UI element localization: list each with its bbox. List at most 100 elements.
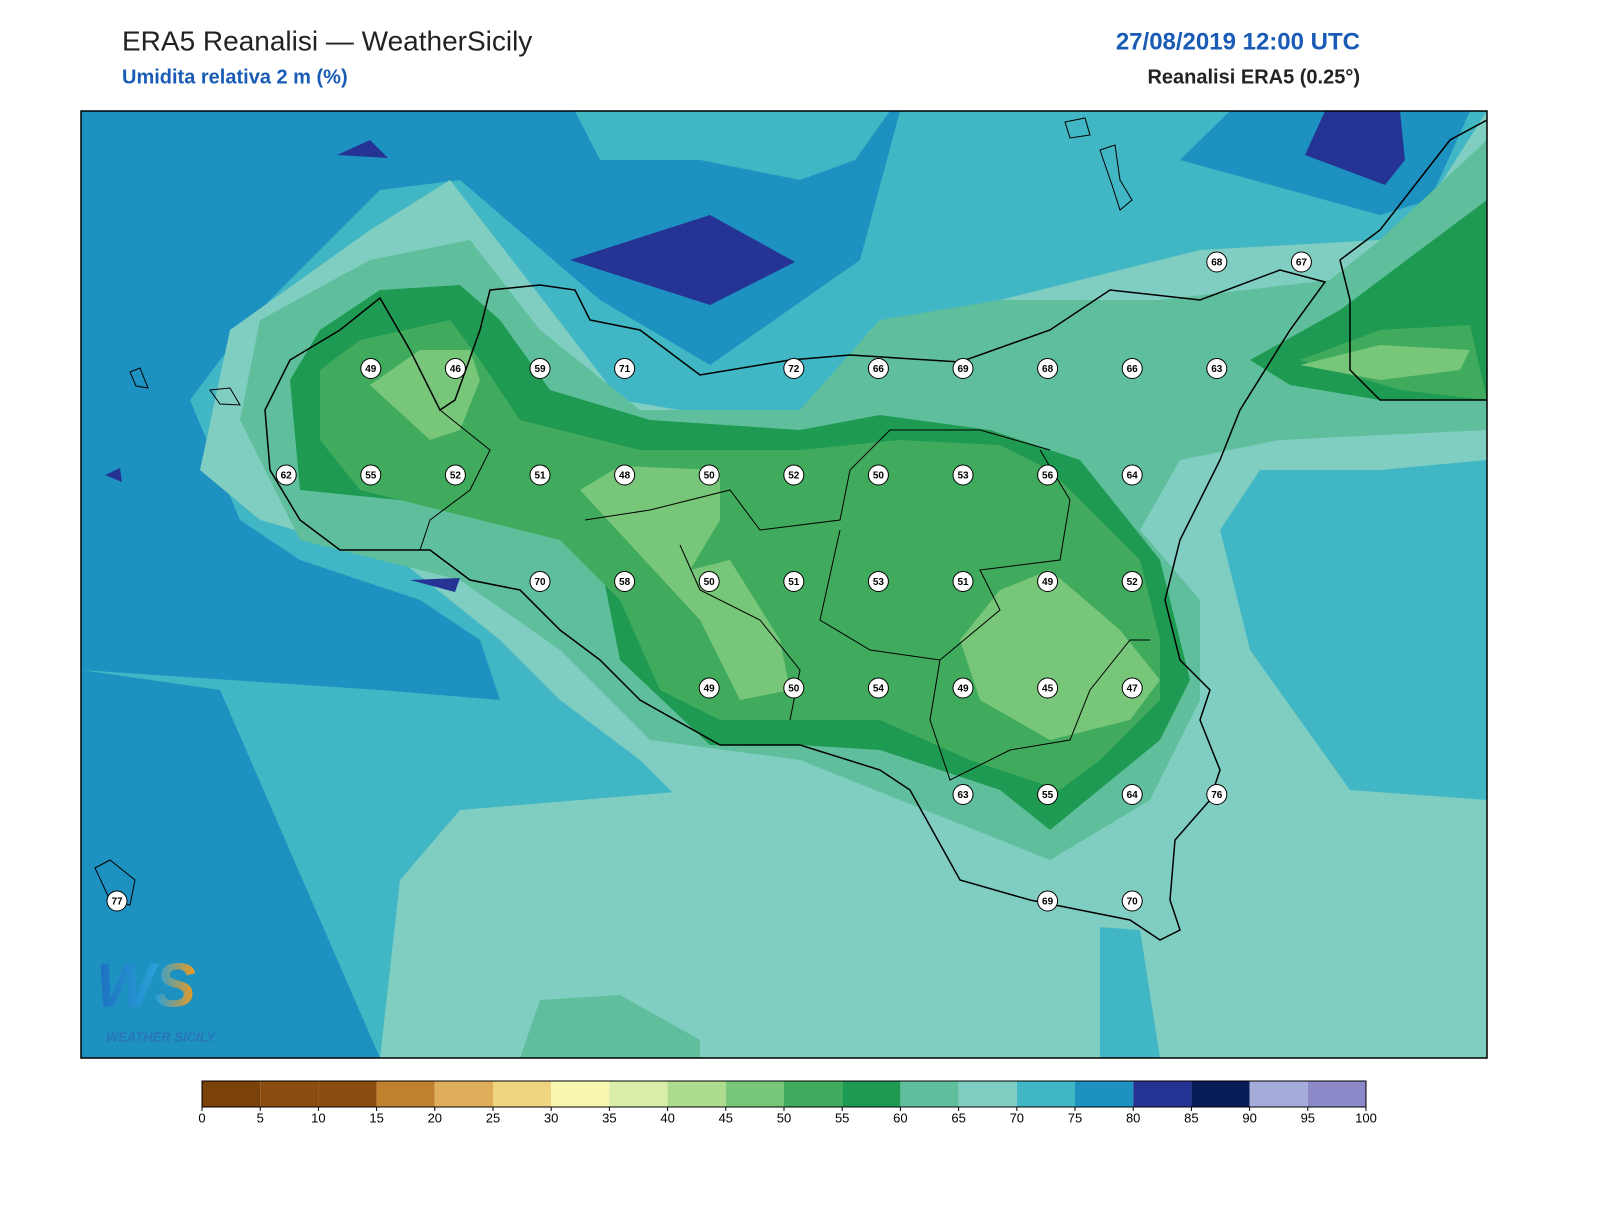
station-marker bbox=[1037, 358, 1059, 379]
station: 50 bbox=[867, 464, 889, 486]
colorbar-swatch bbox=[784, 1081, 843, 1107]
station: 77 bbox=[106, 890, 128, 912]
station-value: 55 bbox=[1042, 790, 1054, 801]
station-marker bbox=[867, 358, 889, 379]
station-value: 45 bbox=[1042, 684, 1054, 695]
colorbar-swatch bbox=[376, 1081, 435, 1107]
humidity-area bbox=[570, 215, 795, 305]
colorbar-swatch bbox=[318, 1081, 377, 1107]
colorbar-swatch bbox=[1191, 1081, 1250, 1107]
station-value: 51 bbox=[957, 577, 969, 588]
station: 56 bbox=[1037, 464, 1059, 486]
station-marker bbox=[1290, 251, 1312, 273]
station-marker bbox=[1206, 251, 1228, 273]
station: 52 bbox=[783, 464, 805, 486]
station-marker bbox=[360, 464, 382, 486]
station-value: 50 bbox=[873, 471, 885, 482]
station-marker bbox=[867, 464, 889, 486]
station: 62 bbox=[275, 464, 297, 486]
station-value: 68 bbox=[1042, 364, 1054, 375]
station: 49 bbox=[698, 677, 720, 699]
station-value: 63 bbox=[957, 790, 969, 801]
station: 64 bbox=[1121, 784, 1143, 805]
station-marker bbox=[952, 464, 974, 486]
colorbar-tick-label: 30 bbox=[544, 1110, 558, 1125]
station-marker bbox=[1037, 890, 1059, 912]
colorbar-swatch bbox=[493, 1081, 552, 1107]
station-marker bbox=[783, 571, 805, 592]
subtitle: Umidita relativa 2 m (%) bbox=[122, 66, 348, 88]
station-marker bbox=[698, 677, 720, 699]
station: 76 bbox=[1206, 784, 1228, 805]
station-value: 48 bbox=[619, 471, 631, 482]
station-value: 56 bbox=[1042, 471, 1054, 482]
station: 50 bbox=[783, 677, 805, 699]
station-marker bbox=[783, 677, 805, 699]
station: 70 bbox=[529, 571, 551, 592]
humidity-area bbox=[575, 111, 890, 180]
station-marker bbox=[529, 358, 551, 379]
colorbar-tick-label: 85 bbox=[1184, 1110, 1198, 1125]
humidity-area bbox=[1305, 111, 1405, 185]
colorbar: 0 5 10 15 20 25 30 35 40 45 50 55 60 65 70 75 80 85 90 95 10… bbox=[198, 1080, 1377, 1125]
colorbar-swatch bbox=[202, 1081, 261, 1107]
stations: 68 67 49 46 59 71 72 66 69 68 66 63 62 55 52 51 48 50 52 50… bbox=[106, 251, 1312, 912]
logo-text: WEATHER SICILY bbox=[106, 1029, 217, 1044]
humidity-area bbox=[337, 140, 388, 158]
station-value: 49 bbox=[1042, 577, 1054, 588]
station: 53 bbox=[952, 464, 974, 486]
station-marker bbox=[529, 464, 551, 486]
station: 59 bbox=[529, 358, 551, 379]
colorbar-swatch bbox=[1307, 1081, 1366, 1107]
station-value: 64 bbox=[1127, 471, 1139, 482]
station: 70 bbox=[1121, 890, 1143, 912]
colorbar-tick-label: 100 bbox=[1355, 1110, 1377, 1125]
station-marker bbox=[614, 571, 636, 592]
station-marker bbox=[1206, 784, 1228, 805]
station-value: 49 bbox=[704, 684, 716, 695]
colorbar-swatch bbox=[1133, 1081, 1192, 1107]
station: 45 bbox=[1037, 677, 1059, 699]
title: ERA5 Reanalisi — WeatherSicily bbox=[122, 25, 532, 56]
colorbar-tick-label: 90 bbox=[1242, 1110, 1256, 1125]
station-marker bbox=[952, 677, 974, 699]
station-marker bbox=[1037, 571, 1059, 592]
station-marker bbox=[1121, 890, 1143, 912]
colorbar-swatch bbox=[900, 1081, 959, 1107]
station-value: 70 bbox=[1127, 897, 1139, 908]
station-marker bbox=[444, 358, 466, 379]
station: 50 bbox=[698, 571, 720, 592]
station-marker bbox=[867, 677, 889, 699]
station-value: 69 bbox=[1042, 897, 1054, 908]
station: 66 bbox=[1121, 358, 1143, 379]
station-marker bbox=[783, 358, 805, 379]
source: Reanalisi ERA5 (0.25°) bbox=[1147, 66, 1360, 88]
station: 67 bbox=[1290, 251, 1312, 273]
station-value: 69 bbox=[957, 364, 969, 375]
humidity-area bbox=[320, 320, 1160, 790]
station-value: 76 bbox=[1211, 790, 1223, 801]
station-value: 53 bbox=[957, 471, 969, 482]
station-marker bbox=[275, 464, 297, 486]
station-marker bbox=[1121, 677, 1143, 699]
station: 51 bbox=[529, 464, 551, 486]
station: 63 bbox=[1206, 358, 1228, 379]
colorbar-swatch bbox=[1016, 1081, 1075, 1107]
colorbar-swatch bbox=[609, 1081, 668, 1107]
logo: WS WEATHER SICILY bbox=[96, 951, 217, 1044]
colorbar-tick-label: 0 bbox=[198, 1110, 205, 1125]
station: 64 bbox=[1121, 464, 1143, 486]
station-value: 50 bbox=[704, 577, 716, 588]
datetime: 27/08/2019 12:00 UTC bbox=[1116, 28, 1360, 55]
station: 52 bbox=[1121, 571, 1143, 592]
colorbar-tick-label: 70 bbox=[1010, 1110, 1024, 1125]
station-value: 72 bbox=[788, 364, 800, 375]
station: 69 bbox=[952, 358, 974, 379]
station-marker bbox=[1121, 464, 1143, 486]
colorbar-tick-label: 55 bbox=[835, 1110, 849, 1125]
station: 53 bbox=[867, 571, 889, 592]
station-marker bbox=[867, 571, 889, 592]
map-frame bbox=[80, 110, 1488, 1059]
station-value: 68 bbox=[1211, 258, 1223, 269]
